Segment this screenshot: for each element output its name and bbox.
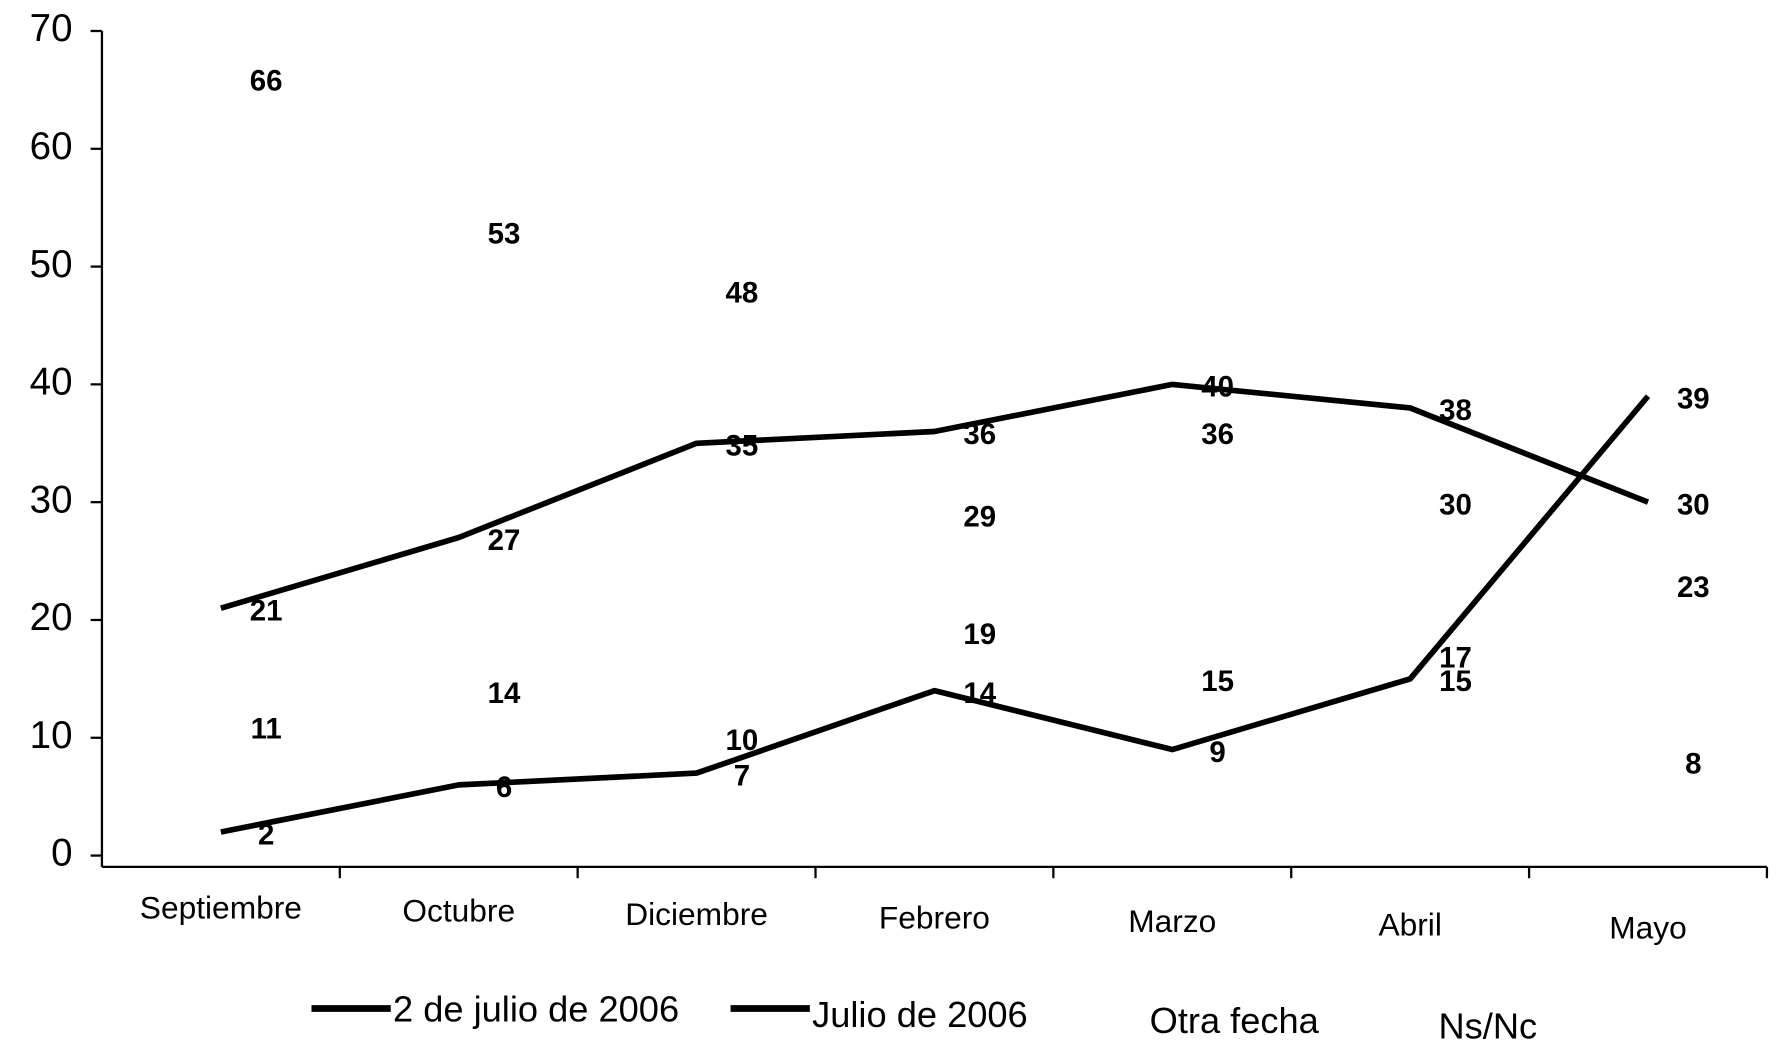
x-tick-label: Octubre xyxy=(402,893,515,929)
series-line xyxy=(220,381,1650,611)
data-label: 36 xyxy=(1201,418,1234,451)
data-label: 30 xyxy=(1439,488,1472,521)
data-label: 53 xyxy=(488,218,521,251)
data-label: 29 xyxy=(963,500,996,533)
x-tick-label: Septiembre xyxy=(140,889,302,925)
data-label: 39 xyxy=(1677,382,1710,415)
x-tick-label: Febrero xyxy=(879,900,990,936)
data-label: 2 xyxy=(258,818,274,851)
data-label: 48 xyxy=(726,276,759,309)
data-label: 14 xyxy=(963,677,996,710)
data-label: 15 xyxy=(1201,665,1234,698)
legend-label: Ns/Nc xyxy=(1438,1005,1537,1044)
x-tick-label: Mayo xyxy=(1609,910,1687,946)
data-label: 21 xyxy=(250,595,283,628)
y-tick-label: 30 xyxy=(30,478,73,521)
series-line xyxy=(220,394,1651,835)
data-label: 9 xyxy=(1209,736,1225,769)
data-label: 38 xyxy=(1439,394,1472,427)
data-label: 66 xyxy=(250,64,283,97)
data-label: 7 xyxy=(734,759,750,792)
x-tick-label: Diciembre xyxy=(625,896,768,932)
x-tick-label: Marzo xyxy=(1128,903,1216,939)
legend-label: Otra fecha xyxy=(1150,1000,1320,1041)
data-label: 17 xyxy=(1439,642,1472,675)
y-tick-label: 0 xyxy=(51,832,72,875)
data-label: 11 xyxy=(251,712,282,745)
y-tick-label: 60 xyxy=(30,125,73,168)
data-label: 19 xyxy=(963,618,996,651)
data-label: 23 xyxy=(1677,571,1710,604)
legend-label: Julio de 2006 xyxy=(812,994,1028,1035)
data-label: 8 xyxy=(1685,748,1701,781)
data-label: 6 xyxy=(496,771,512,804)
data-label: 30 xyxy=(1677,488,1710,521)
data-label: 35 xyxy=(726,430,759,463)
data-label: 14 xyxy=(488,677,521,710)
data-label: 36 xyxy=(963,418,996,451)
y-tick-label: 40 xyxy=(30,361,73,404)
y-tick-label: 70 xyxy=(30,7,73,50)
data-label: 10 xyxy=(726,724,759,757)
data-label: 27 xyxy=(488,524,521,557)
data-label: 40 xyxy=(1201,371,1234,404)
y-tick-label: 50 xyxy=(30,243,73,286)
y-tick-label: 20 xyxy=(30,596,73,639)
data-label: 15 xyxy=(1439,665,1472,698)
x-tick-label: Abril xyxy=(1378,906,1441,942)
y-tick-label: 10 xyxy=(30,714,73,757)
legend-label: 2 de julio de 2006 xyxy=(393,988,679,1029)
